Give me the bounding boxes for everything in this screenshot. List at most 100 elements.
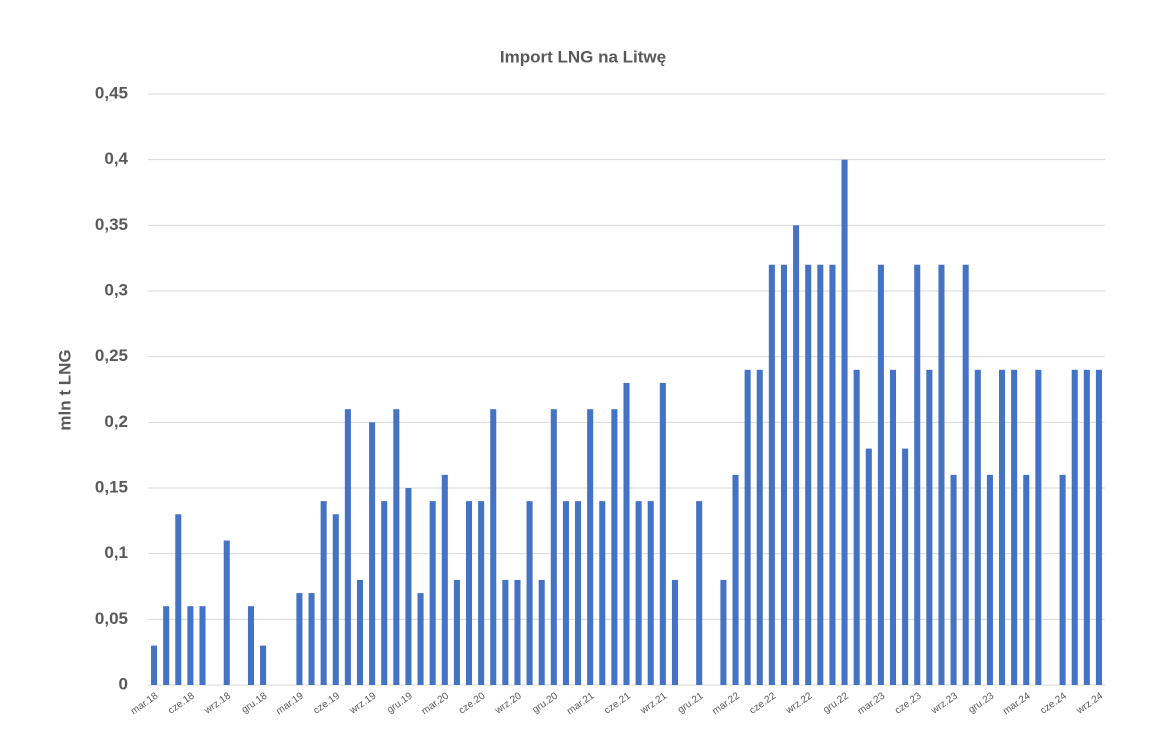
bar <box>889 369 897 685</box>
x-tick-label: cze.18 <box>166 690 197 716</box>
x-tick-label: gru.22 <box>821 690 851 716</box>
x-tick-label: gru.19 <box>385 690 415 716</box>
bar <box>199 606 206 685</box>
bar <box>575 501 582 685</box>
y-tick-label: 0,1 <box>104 543 128 562</box>
bar <box>817 264 824 685</box>
bar <box>720 579 727 685</box>
bar <box>417 593 424 685</box>
bar <box>611 409 618 685</box>
x-tick-label: gru.23 <box>967 690 997 716</box>
bar <box>1059 474 1066 685</box>
x-tick-label: wrz.21 <box>638 690 670 717</box>
x-tick-label: mar.18 <box>129 690 161 717</box>
x-tick-label: wrz.19 <box>347 690 379 717</box>
bar <box>659 382 666 685</box>
bar <box>986 474 993 685</box>
bar <box>768 264 775 685</box>
bar <box>793 225 800 686</box>
y-tick-label: 0,45 <box>95 83 128 102</box>
x-tick-label: mar.20 <box>420 690 452 717</box>
bar <box>780 264 788 685</box>
bar <box>1023 474 1030 685</box>
bar <box>260 645 267 685</box>
y-tick-label: 0,25 <box>95 346 128 365</box>
y-tick-label: 0,35 <box>95 215 128 234</box>
y-tick-label: 0,3 <box>104 280 128 299</box>
bar <box>562 501 569 685</box>
bar <box>599 501 606 685</box>
bar <box>175 514 182 685</box>
bar <box>344 409 351 685</box>
bar <box>938 264 945 685</box>
bar <box>356 579 364 685</box>
x-tick-label: gru.21 <box>676 690 706 716</box>
bar <box>865 448 872 685</box>
bar <box>877 264 884 685</box>
bar <box>623 382 630 685</box>
x-tick-label: cze.22 <box>748 690 779 716</box>
bar <box>696 501 703 685</box>
bar <box>320 501 327 685</box>
bar <box>538 579 545 685</box>
y-tick-label: 0,05 <box>95 609 128 628</box>
bar <box>478 501 485 685</box>
x-tick-label: mar.24 <box>1001 690 1033 717</box>
bar <box>635 501 642 685</box>
bar <box>756 369 763 685</box>
y-tick-label: 0 <box>119 674 128 693</box>
bar <box>502 579 509 685</box>
bar <box>490 409 497 685</box>
bar <box>1083 369 1090 685</box>
bar <box>465 501 473 685</box>
bar <box>1095 369 1102 685</box>
x-tick-label: mar.19 <box>274 690 306 717</box>
x-tick-label: wrz.20 <box>492 690 524 717</box>
y-tick-label: 0,15 <box>95 477 128 496</box>
bar <box>393 409 400 685</box>
bar <box>829 264 836 685</box>
bar <box>587 409 594 685</box>
x-tick-label: cze.19 <box>312 690 343 716</box>
chart-title: Import LNG na Litwę <box>500 47 666 66</box>
bar <box>151 645 158 685</box>
x-tick-label: cze.23 <box>893 690 924 716</box>
x-tick-label: gru.20 <box>531 690 561 716</box>
bar <box>732 474 739 685</box>
bar <box>550 409 557 685</box>
bar <box>405 488 412 685</box>
bar <box>950 474 957 685</box>
bar <box>381 501 388 685</box>
x-tick-label: wrz.18 <box>202 690 234 717</box>
x-tick-label: wrz.22 <box>783 690 815 717</box>
bar <box>187 606 194 685</box>
bar <box>999 369 1006 685</box>
bar <box>223 540 230 685</box>
bar <box>744 369 751 685</box>
y-axis-label: mln t LNG <box>55 349 74 430</box>
bar <box>926 369 933 685</box>
bar <box>1035 369 1042 685</box>
bar <box>308 593 315 685</box>
x-tick-label: mar.22 <box>710 690 742 717</box>
bar <box>247 606 254 685</box>
y-tick-label: 0,2 <box>104 412 128 431</box>
bar <box>1011 369 1018 685</box>
bar <box>441 474 448 685</box>
bar <box>962 264 969 685</box>
bar <box>453 579 460 685</box>
x-tick-label: wrz.24 <box>1074 690 1106 717</box>
x-tick-label: cze.24 <box>1038 690 1069 716</box>
x-tick-label: cze.20 <box>457 690 488 716</box>
bar <box>369 422 376 685</box>
bar <box>647 501 654 685</box>
bar <box>296 593 303 685</box>
bar <box>429 501 436 685</box>
x-tick-label: mar.23 <box>856 690 888 717</box>
x-tick-label: gru.18 <box>240 690 270 716</box>
bar <box>514 579 521 685</box>
x-tick-label: cze.21 <box>602 690 633 716</box>
bar <box>853 369 860 685</box>
x-tick-label: mar.21 <box>565 690 597 717</box>
